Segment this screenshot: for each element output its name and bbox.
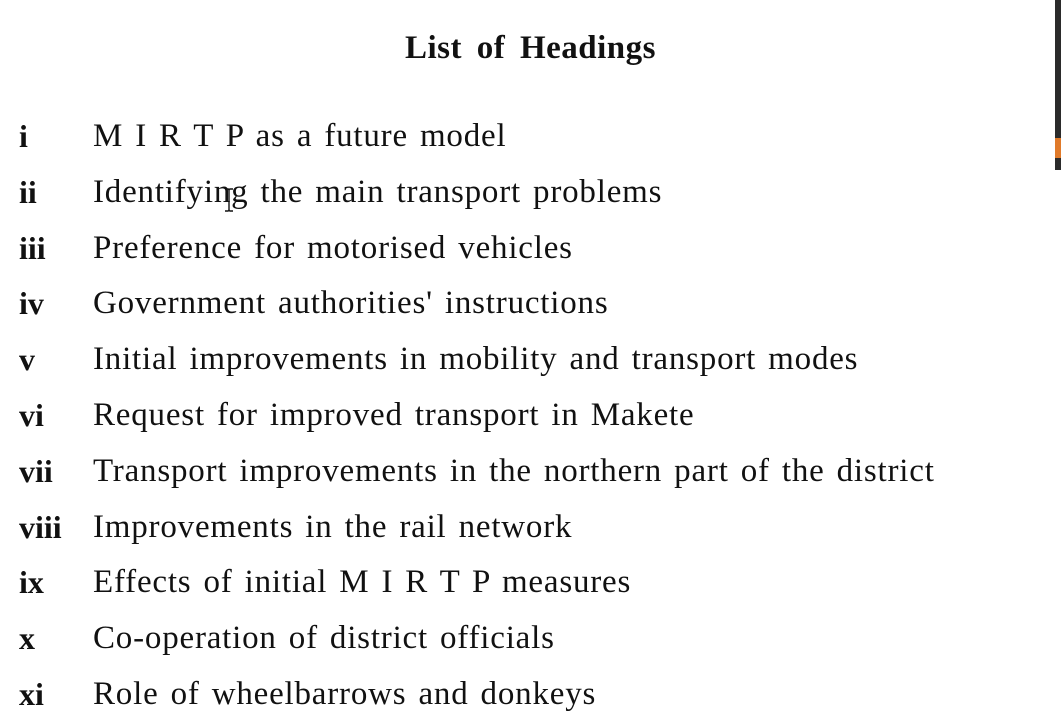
heading-text: Government authorities' instructions — [93, 285, 609, 322]
heading-numeral: i — [19, 118, 28, 154]
heading-item: iii Preference for motorised vehicles — [0, 226, 1061, 282]
heading-numeral: x — [19, 620, 35, 657]
heading-text: Transport improvements in the northern p… — [93, 452, 935, 489]
heading-numeral: ix — [19, 564, 44, 601]
heading-item: v Initial improvements in mobility and t… — [0, 337, 1061, 393]
heading-text: Request for improved transport in Makete — [93, 396, 695, 433]
heading-numeral: v — [19, 341, 35, 378]
heading-numeral: xi — [19, 675, 44, 712]
scrollbar-thumb[interactable] — [1055, 138, 1061, 158]
heading-item: ii Identifying the main transport proble… — [0, 170, 1061, 226]
heading-numeral: viii — [19, 508, 62, 545]
heading-text: Preference for motorised vehicles — [93, 229, 573, 266]
heading-text: M I R T P as a future model — [93, 118, 507, 154]
heading-text: Effects of initial M I R T P measures — [93, 564, 632, 601]
heading-numeral: vi — [19, 396, 44, 433]
heading-text: Co-operation of district officials — [93, 620, 555, 657]
heading-item: vii Transport improvements in the northe… — [0, 449, 1061, 505]
heading-item: xi Role of wheelbarrows and donkeys — [0, 672, 1061, 728]
heading-numeral: vii — [19, 452, 53, 489]
heading-numeral: iv — [19, 285, 44, 322]
heading-item: iv Government authorities' instructions — [0, 281, 1061, 337]
heading-text: Role of wheelbarrows and donkeys — [93, 675, 597, 712]
heading-item: x Co-operation of district officials — [0, 616, 1061, 672]
heading-item: vi Request for improved transport in Mak… — [0, 393, 1061, 449]
window-scrollbar[interactable] — [1055, 0, 1061, 170]
page-title: List of Headings — [404, 30, 657, 66]
heading-item: viii Improvements in the rail network — [0, 505, 1061, 561]
headings-list: i M I R T P as a future model ii Identif… — [0, 114, 1061, 728]
text-cursor-icon — [225, 188, 233, 212]
heading-numeral: ii — [19, 173, 37, 210]
heading-text: Improvements in the rail network — [93, 508, 573, 545]
heading-item: i M I R T P as a future model — [0, 114, 1061, 170]
heading-text: Identifying the main transport problems — [93, 173, 663, 210]
heading-numeral: iii — [19, 229, 46, 266]
heading-text: Initial improvements in mobility and tra… — [93, 341, 859, 378]
heading-item: ix Effects of initial M I R T P measures — [0, 560, 1061, 616]
